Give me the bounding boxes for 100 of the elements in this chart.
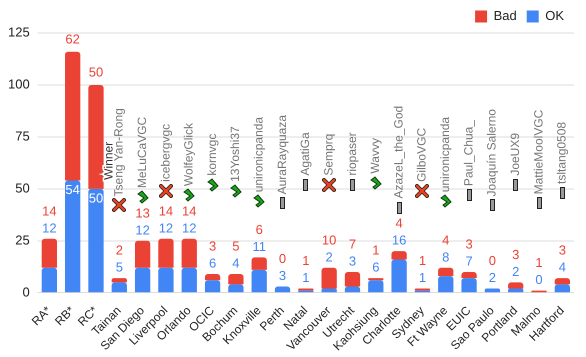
bar xyxy=(182,268,197,292)
annotation: Semprq xyxy=(321,134,336,176)
data-label: 1 xyxy=(302,253,310,268)
legend-label: Bad xyxy=(494,8,517,24)
data-label: 2 xyxy=(488,270,496,286)
data-label: 3 xyxy=(558,242,566,258)
annotation: AzazeL_the_God xyxy=(391,106,406,199)
data-label: 2 xyxy=(326,249,333,264)
data-label: 62 xyxy=(65,31,80,46)
bar xyxy=(228,274,244,284)
bar xyxy=(112,282,127,292)
bar xyxy=(112,278,127,282)
annotation: AgatiGa xyxy=(298,132,312,176)
y-tick-label: 0 xyxy=(22,284,30,300)
y-tick-label: 25 xyxy=(15,232,30,248)
data-label: 6 xyxy=(256,222,263,237)
bar xyxy=(204,274,220,280)
bar xyxy=(461,278,477,292)
data-label: 50 xyxy=(88,190,104,206)
bar xyxy=(204,280,220,292)
data-label: 3 xyxy=(465,236,473,252)
annotation: JoeUX9 xyxy=(508,132,522,176)
bar xyxy=(368,280,384,292)
data-label: 10 xyxy=(322,232,336,248)
data-label: 1 xyxy=(418,270,426,286)
data-label: 14 xyxy=(42,203,57,218)
annotation: unironicpanda xyxy=(438,116,452,192)
data-label: 16 xyxy=(392,232,406,248)
data-label: 2 xyxy=(512,264,520,279)
bar xyxy=(438,268,454,276)
data-label: 3 xyxy=(278,268,286,284)
data-label: 11 xyxy=(252,238,266,254)
data-label: 5 xyxy=(116,260,123,275)
x-tick-label: RA* xyxy=(28,303,54,328)
annotation: Wavvy xyxy=(368,138,382,174)
data-label: 7 xyxy=(348,236,356,252)
bar xyxy=(134,240,150,268)
data-label: 13 xyxy=(135,205,150,220)
bar xyxy=(88,84,104,189)
annotation: kornvgc xyxy=(204,134,219,176)
bar xyxy=(508,288,524,292)
data-label: 12 xyxy=(42,220,57,236)
data-label: 3 xyxy=(512,246,520,262)
bar xyxy=(461,272,477,278)
annotation: unironicpanda xyxy=(252,116,266,192)
data-label: 7 xyxy=(465,254,473,269)
bar xyxy=(344,272,360,286)
bar xyxy=(322,288,337,292)
data-label: 2 xyxy=(116,242,123,258)
annotation: GilboVGC xyxy=(414,128,429,182)
x-tick-label: RB* xyxy=(52,303,78,328)
data-label: 0 xyxy=(488,253,496,268)
bar xyxy=(554,284,570,292)
data-label: 12 xyxy=(135,222,150,238)
bar xyxy=(391,251,407,260)
data-label: 1 xyxy=(302,270,310,286)
bar xyxy=(42,238,57,268)
bar xyxy=(88,188,104,292)
data-label: 0 xyxy=(535,272,543,288)
annotation: tsltang0508 xyxy=(554,122,569,184)
y-tick-label: 125 xyxy=(8,24,30,40)
bar xyxy=(65,180,80,292)
data-label: 14 xyxy=(182,203,196,218)
bar xyxy=(42,268,57,292)
y-tick-label: 100 xyxy=(8,76,30,92)
bar xyxy=(182,238,197,268)
bar xyxy=(484,288,500,292)
legend-label: OK xyxy=(545,8,564,24)
annotation: riopaser xyxy=(344,132,359,176)
bar xyxy=(134,268,150,292)
bar xyxy=(322,268,337,289)
data-label: 54 xyxy=(65,182,80,198)
bar xyxy=(274,286,290,292)
annotation: Paul_Chua_ xyxy=(461,120,476,186)
bar xyxy=(158,238,174,268)
data-label: 6 xyxy=(208,256,216,271)
bar xyxy=(391,259,407,292)
data-label: 50 xyxy=(88,64,104,80)
bar xyxy=(554,278,570,284)
data-label: 0 xyxy=(278,251,286,266)
data-label: 4 xyxy=(558,260,566,275)
data-label: 14 xyxy=(158,203,174,218)
data-label: 1 xyxy=(535,255,543,270)
data-label: 4 xyxy=(396,216,403,231)
annotation: MattieMoolVGC xyxy=(531,109,546,194)
data-label: 1 xyxy=(372,242,380,258)
data-label: 12 xyxy=(182,220,196,236)
y-tick-label: 75 xyxy=(15,128,30,144)
data-label: 3 xyxy=(208,238,216,254)
bar xyxy=(158,268,174,292)
data-label: 4 xyxy=(442,232,450,248)
annotation: Joaquín Salerno xyxy=(484,108,499,196)
data-label: 5 xyxy=(232,238,240,254)
y-tick-label: 50 xyxy=(15,180,30,196)
annotation: MeLuCaVGC xyxy=(134,116,149,188)
bar xyxy=(252,270,267,292)
bar xyxy=(228,284,244,292)
annotation: AuraRayquaza xyxy=(274,114,289,194)
bar xyxy=(508,282,524,289)
data-label: 1 xyxy=(418,253,426,268)
